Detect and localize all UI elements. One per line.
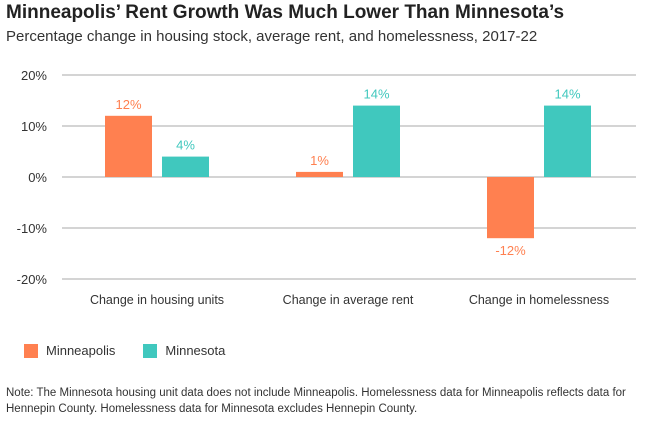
y-tick-label: 0% [28, 170, 47, 185]
y-tick-label: 20% [21, 68, 47, 83]
legend-label: Minnesota [165, 343, 226, 358]
data-label: 14% [554, 87, 580, 102]
bar-minnesota [162, 156, 209, 177]
y-tick-label: -20% [17, 272, 48, 287]
bar-minneapolis [296, 171, 343, 177]
data-label: -12% [495, 243, 526, 258]
x-tick-label: Change in homelessness [469, 293, 609, 307]
legend: Minneapolis Minnesota [24, 343, 225, 358]
chart-subtitle: Percentage change in housing stock, aver… [6, 28, 538, 45]
x-tick-label: Change in housing units [90, 293, 224, 307]
y-tick-label: 10% [21, 119, 47, 134]
data-label: 1% [310, 153, 329, 168]
bar-minneapolis [105, 115, 152, 177]
bar-minnesota [353, 105, 400, 177]
bar-minnesota [544, 105, 591, 177]
data-label: 12% [115, 97, 141, 112]
legend-label: Minneapolis [46, 343, 116, 358]
chart-note: Note: The Minnesota housing unit data do… [6, 387, 626, 415]
data-label: 14% [363, 87, 389, 102]
chart-title: Minneapolis’ Rent Growth Was Much Lower … [6, 2, 565, 23]
bar-minneapolis [487, 177, 534, 239]
data-label: 4% [176, 138, 195, 153]
legend-item-minneapolis: Minneapolis [24, 343, 115, 358]
legend-swatch [143, 343, 158, 358]
x-tick-label: Change in average rent [283, 293, 414, 307]
bar-chart: 20% 10% 0% -10% -20% 12% 4% Change in housing u… [17, 68, 636, 307]
y-tick-label: -10% [17, 221, 48, 236]
legend-item-minnesota: Minnesota [143, 343, 225, 358]
legend-swatch [24, 343, 38, 358]
